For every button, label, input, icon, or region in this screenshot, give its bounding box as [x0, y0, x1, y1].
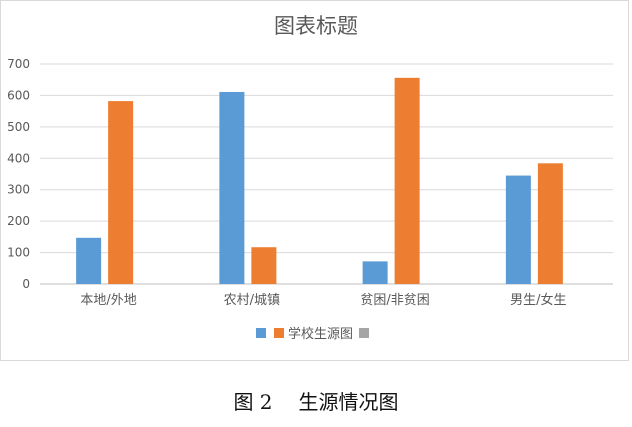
y-tick-label: 300: [7, 183, 30, 197]
figure-caption: 图 2 生源情况图: [0, 386, 632, 415]
bar-series-1: [362, 261, 388, 284]
bar-series-1: [76, 237, 102, 284]
x-category-label: 贫困/非贫困: [360, 292, 429, 308]
x-category-label: 男生/女生: [510, 292, 566, 308]
figure-caption-text: 生源情况图: [298, 390, 399, 414]
bar-series-2: [108, 101, 134, 284]
y-tick-label: 400: [7, 151, 30, 165]
legend-swatch: [359, 328, 369, 338]
y-tick-label: 100: [7, 246, 30, 260]
y-tick-label: 200: [7, 214, 30, 228]
y-axis-tick-labels: 0 100 200 300 400 500 600 700: [7, 57, 30, 291]
bar-series-1: [505, 175, 531, 284]
bars: [76, 77, 563, 284]
y-tick-label: 600: [7, 88, 30, 102]
legend-label: 学校生源图: [288, 326, 353, 342]
bar-series-2: [537, 163, 563, 284]
chart-title: 图表标题: [274, 14, 358, 38]
y-tick-label: 700: [7, 57, 30, 71]
bar-chart: 图表标题 0 100 200 300 400 500 600 700 本地/外地 农村/城镇 贫困…: [0, 0, 629, 361]
legend: 学校生源图: [256, 326, 369, 342]
y-tick-label: 0: [22, 277, 30, 291]
x-category-label: 农村/城镇: [224, 293, 280, 308]
legend-swatch: [256, 328, 266, 338]
x-axis-category-labels: 本地/外地 农村/城镇 贫困/非贫困 男生/女生: [80, 292, 566, 308]
chart-frame: 图表标题 0 100 200 300 400 500 600 700 本地/外地 农村/城镇 贫困…: [0, 0, 629, 361]
bar-series-1: [219, 91, 245, 284]
figure-number: 图 2: [233, 390, 273, 414]
y-tick-label: 500: [7, 120, 30, 134]
bar-series-2: [251, 247, 277, 284]
x-category-label: 本地/外地: [80, 293, 136, 308]
bar-series-2: [394, 77, 420, 284]
legend-swatch: [274, 328, 284, 338]
